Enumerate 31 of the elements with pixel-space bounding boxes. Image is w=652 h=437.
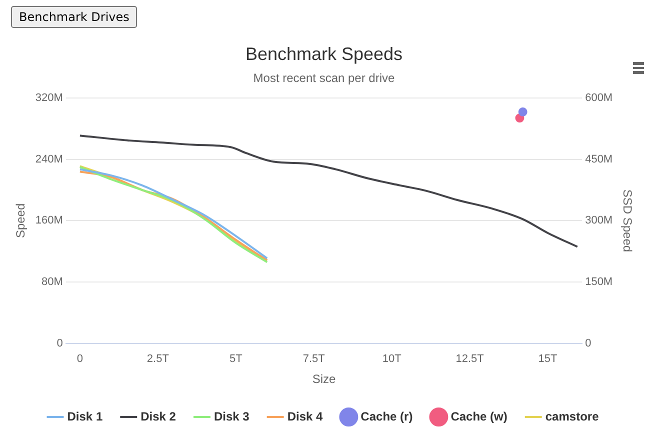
y2-tick-label: 150M xyxy=(585,276,613,288)
x-tick-label: 12.5T xyxy=(456,353,484,366)
x-tick-label: 10T xyxy=(382,353,402,366)
legend-label: Disk 4 xyxy=(287,409,324,424)
line-series xyxy=(78,134,578,248)
y2-tick-label: 300M xyxy=(585,214,613,227)
y2-tick-label: 450M xyxy=(585,153,613,166)
x-tick-label: 15T xyxy=(538,353,558,366)
y-axis-title: Speed xyxy=(14,203,28,238)
y2-tick-label: 0 xyxy=(585,337,592,350)
y-tick-label: 240M xyxy=(35,153,63,166)
x-tick-label: 0 xyxy=(76,353,84,366)
y2-axis-title: SSD Speed xyxy=(620,189,634,252)
text: Benchmark Drives xyxy=(11,6,138,28)
y-tick-label: 320M xyxy=(35,92,63,104)
y-tick-label: 160M xyxy=(35,214,63,227)
y2-tick-label: 600M xyxy=(585,92,613,104)
legend-label: Disk 3 xyxy=(214,409,250,424)
y-tick-label: 0 xyxy=(56,337,63,350)
x-axis-title: Size xyxy=(312,372,336,386)
legend-label: Cache (w) xyxy=(450,409,508,424)
legend-label: Disk 2 xyxy=(140,409,176,424)
legend-label: camstore xyxy=(545,409,600,424)
legend-label: Disk 1 xyxy=(67,409,103,424)
y-tick-label: 80M xyxy=(42,276,63,288)
x-tick-label: 2.5T xyxy=(146,353,170,366)
chart-title: Benchmark Speeds xyxy=(245,44,403,64)
legend-label: Cache (r) xyxy=(360,409,413,424)
x-tick-label: 5T xyxy=(229,353,243,366)
chart-subtitle: Most recent scan per drive xyxy=(253,71,396,86)
x-tick-label: 7.5T xyxy=(302,353,326,366)
